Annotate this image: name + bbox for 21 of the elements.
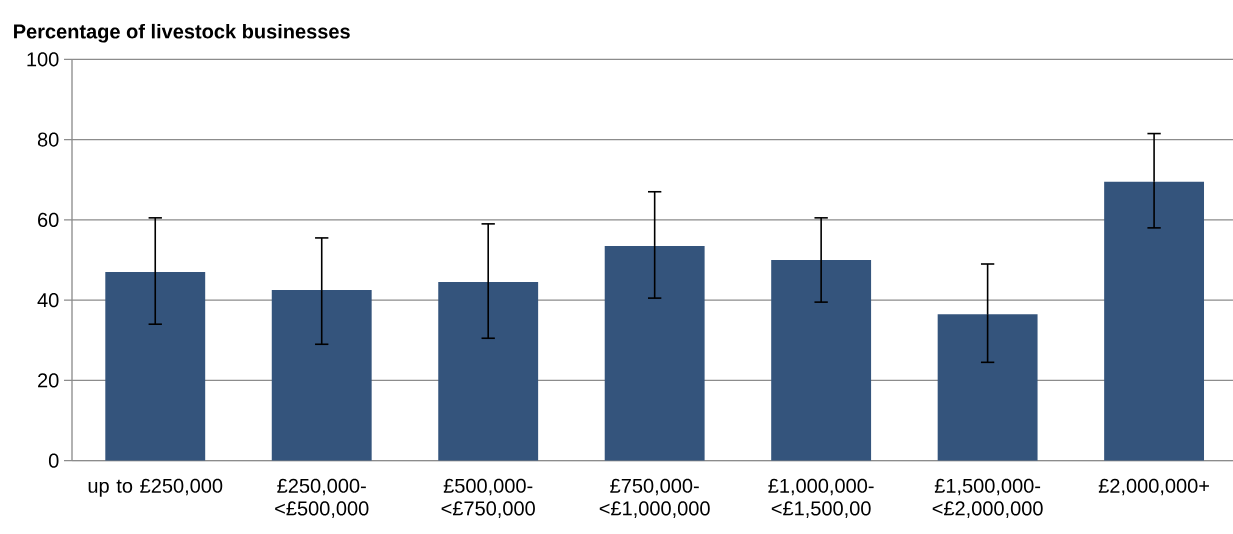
y-tick-label: 40 xyxy=(37,293,59,308)
y-tick-label: 20 xyxy=(38,373,59,388)
x-tick-label: £500,000- <£750,000 xyxy=(441,478,535,518)
x-tick-label: £2,000,000+ xyxy=(1098,478,1209,496)
bar xyxy=(1104,181,1205,461)
x-tick-label: £250,000- <£500,000 xyxy=(275,478,369,518)
bar xyxy=(438,282,539,461)
bar xyxy=(937,314,1038,461)
bar xyxy=(604,245,705,461)
y-axis-title: Percentage of livestock businesses xyxy=(14,23,350,43)
y-tick-label: 80 xyxy=(37,132,59,147)
bar xyxy=(771,259,872,461)
x-tick-label: £1,500,000- <£2,000,000 xyxy=(932,478,1043,518)
x-tick-label: up to £250,000 xyxy=(88,478,223,497)
x-tick-label: £750,000- <£1,000,000 xyxy=(599,478,710,518)
y-tick-label: 60 xyxy=(38,212,59,227)
bar xyxy=(271,290,372,461)
bar xyxy=(105,272,206,461)
y-tick-label: 0 xyxy=(48,453,59,468)
x-tick-label: £1,000,000- <£1,500,00 xyxy=(768,478,874,518)
y-tick-label: 100 xyxy=(27,52,59,67)
